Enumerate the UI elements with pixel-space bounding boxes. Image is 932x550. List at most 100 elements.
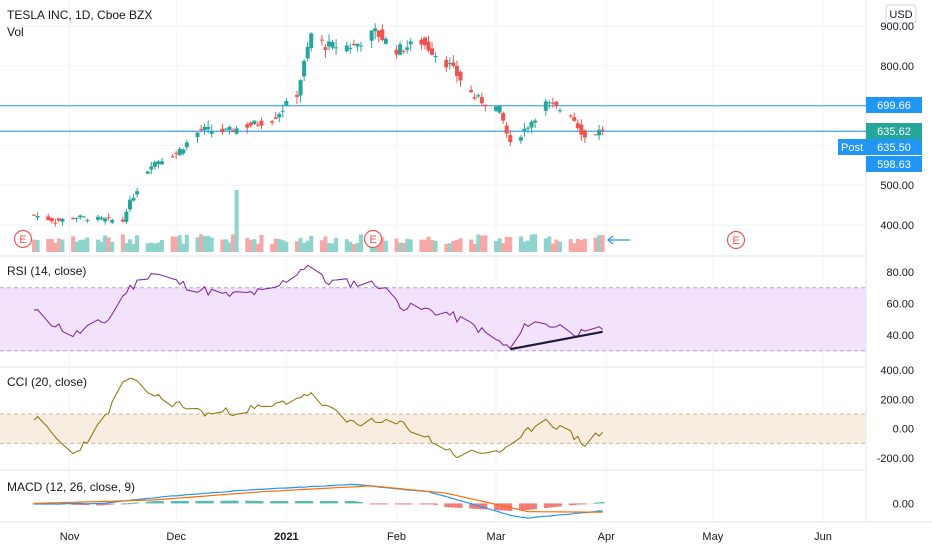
macd-hist-bar <box>419 503 424 505</box>
volume-bar <box>600 234 605 252</box>
svg-text:E: E <box>732 235 739 247</box>
candle-body <box>422 37 427 46</box>
candle-body <box>497 105 502 113</box>
candle-body <box>35 216 40 218</box>
volume-bar <box>95 239 100 252</box>
volume-bar <box>298 237 303 252</box>
macd-hist-bar <box>202 500 207 504</box>
volume-bar <box>231 234 236 252</box>
time-tick-label: Jun <box>814 531 832 543</box>
earnings-marker-2[interactable]: E <box>363 229 383 249</box>
cci-axis[interactable]: -200.00 0.00 200.00 400.00 <box>877 365 914 465</box>
candle-body <box>469 90 474 93</box>
macd-hist-bar <box>319 501 324 504</box>
macd-hist-bar <box>248 500 253 504</box>
volume-bar <box>383 240 388 252</box>
volume-bar <box>78 239 83 252</box>
macd-hist-bar <box>380 503 385 505</box>
currency-button[interactable]: USD <box>885 4 917 24</box>
candle-body <box>60 218 65 222</box>
volume-bar <box>156 242 161 252</box>
macd-axis[interactable]: 0.00 <box>893 498 914 510</box>
macd-hist-bar <box>433 503 438 506</box>
candle-body <box>454 65 459 76</box>
macd-hist-bar <box>405 503 410 505</box>
volume-bar <box>46 239 51 252</box>
candle-body <box>56 218 61 221</box>
candle-body <box>32 214 37 216</box>
macd-hist-bar <box>159 501 164 504</box>
time-tick-label: Nov <box>60 531 80 543</box>
volume-bar <box>529 234 534 252</box>
volume-bar <box>497 238 502 252</box>
candle-body <box>483 104 488 107</box>
volume-bar <box>177 235 182 252</box>
candle-body <box>550 102 555 104</box>
candle-body <box>323 47 328 51</box>
rsi-axis[interactable]: 40.00 60.00 80.00 <box>886 267 914 342</box>
macd-hist-bar <box>149 501 154 504</box>
macd-hist-bar <box>195 500 200 504</box>
earnings-marker-3[interactable]: E <box>726 230 746 250</box>
volume-bar <box>458 238 463 252</box>
candle-body <box>600 129 605 131</box>
volume-bar <box>152 243 157 252</box>
volume-bar <box>234 190 239 252</box>
candle-body <box>95 216 100 220</box>
macd-hist-bar <box>454 503 459 508</box>
time-axis[interactable]: Nov Dec 2021 Feb Mar Apr May Jun <box>60 531 832 543</box>
candle-body <box>127 199 132 210</box>
candle-body <box>373 28 378 32</box>
axis-tick-label: 800.00 <box>880 61 914 73</box>
candlesticks <box>32 23 605 227</box>
candle-body <box>504 125 509 134</box>
volume-bar <box>60 239 65 252</box>
volume-bar <box>582 238 587 252</box>
macd-hist-bar <box>579 503 584 505</box>
candle-body <box>597 129 602 136</box>
candle-body <box>383 38 388 44</box>
volume-bar <box>408 239 413 252</box>
candle-body <box>174 152 179 154</box>
volume-bar <box>398 242 403 252</box>
price-badge-text: 635.50 <box>877 142 911 154</box>
candle-body <box>124 211 129 222</box>
candle-body <box>380 29 385 41</box>
volume-bar <box>579 239 584 252</box>
post-market-badge: Post <box>838 139 866 155</box>
volume-bar <box>149 242 154 252</box>
arrow-left-icon <box>607 235 630 245</box>
volume-bar <box>533 234 538 252</box>
cci-label: CCI (20, close) <box>7 375 87 389</box>
volume-bar <box>483 235 488 252</box>
macd-hist-bar <box>529 503 534 510</box>
macd-hist-bar <box>376 503 381 505</box>
candle-body <box>206 126 211 130</box>
earnings-marker-1[interactable]: E <box>13 229 33 249</box>
volume-bar <box>330 243 335 252</box>
macd-hist-bar <box>170 500 175 504</box>
volume-bar <box>447 243 452 252</box>
cci-band <box>0 414 866 444</box>
volume-bar <box>572 243 577 252</box>
volume-bar <box>131 243 136 252</box>
candle-body <box>234 128 239 134</box>
volume-bar <box>550 243 555 252</box>
macd-hist-bar <box>469 503 474 509</box>
candle-body <box>344 45 349 52</box>
candle-body <box>81 216 86 218</box>
volume-bar <box>195 237 200 252</box>
rsi-trendline[interactable] <box>510 330 603 351</box>
candle-body <box>433 56 438 58</box>
horizontal-levels[interactable] <box>0 105 866 132</box>
svg-text:Post: Post <box>841 142 863 154</box>
macd-hist-bar <box>223 500 228 504</box>
macd-hist-bar <box>348 501 353 504</box>
candle-body <box>195 132 200 137</box>
volume-bar <box>494 241 499 252</box>
macd-hist-bar <box>124 503 129 505</box>
candle-body <box>110 219 115 223</box>
volume-bar <box>202 236 207 252</box>
